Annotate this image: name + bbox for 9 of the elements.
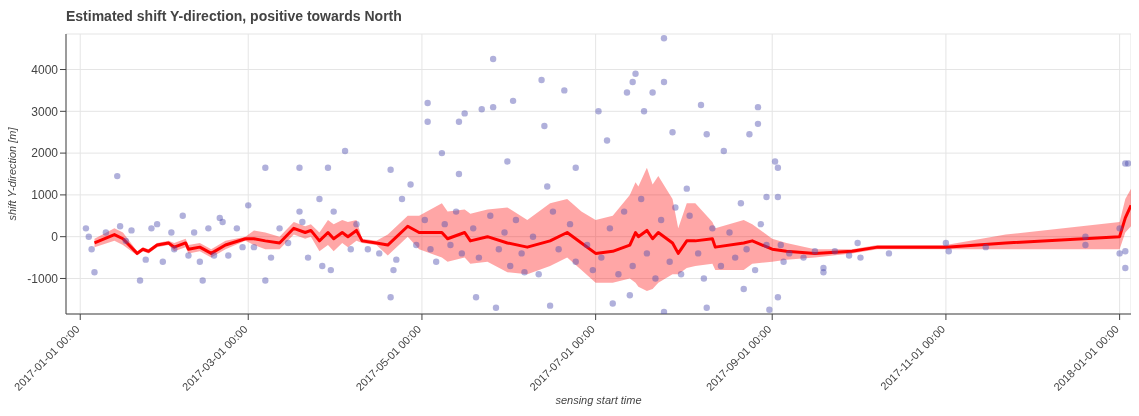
y-tick-label: 1000 [31,188,59,203]
y-tick-label: 4000 [31,62,59,77]
x-axis-title: sensing start time [555,394,642,406]
chart-title: Estimated shift Y-direction, positive towards North [66,8,402,24]
y-tick-label: 2000 [31,146,59,161]
y-tick-label: -1000 [27,271,59,286]
y-tick-label: 3000 [31,104,59,119]
y-axis-title: shift Y-direction [m] [5,126,18,221]
y-tick-label: 0 [51,229,59,244]
